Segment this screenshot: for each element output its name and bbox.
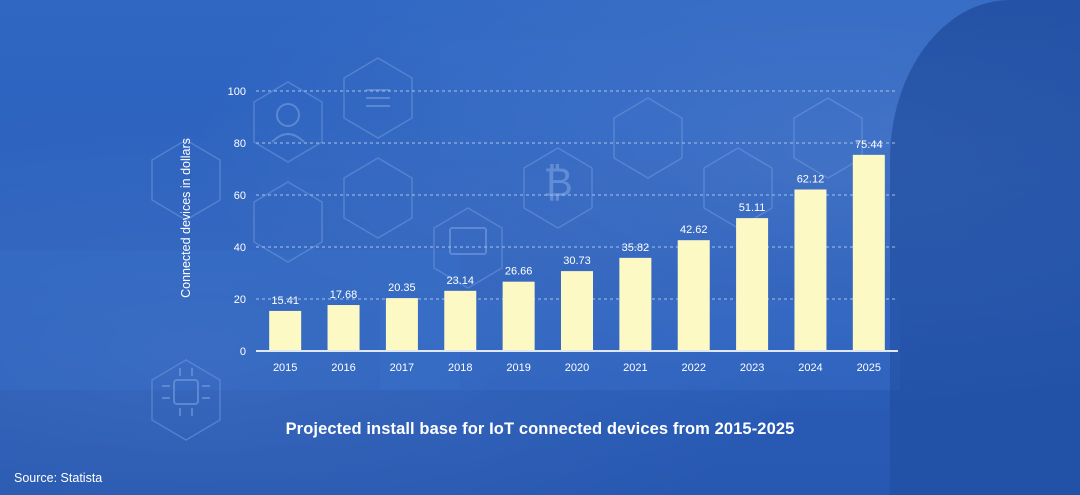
data-labels: 15.41 17.68 20.35 23.14 26.66 30.73 35.82 42.62… <box>271 139 882 307</box>
chart-title: Projected install base for IoT connected… <box>285 420 795 438</box>
bar-2017 <box>385 298 418 351</box>
bar-2023 <box>736 218 769 351</box>
person-silhouette <box>890 0 1080 495</box>
data-label-2024: 62.12 <box>797 173 825 185</box>
y-tick-label: 80 <box>234 138 246 150</box>
bar-2021 <box>619 257 652 351</box>
y-tick-label: 0 <box>240 346 246 358</box>
bar-2022 <box>677 240 710 351</box>
x-tick-label-2017: 2017 <box>390 362 414 374</box>
data-label-2021: 35.82 <box>622 242 650 254</box>
y-tick-label: 100 <box>228 86 246 98</box>
x-tick-label-2022: 2022 <box>681 362 705 374</box>
y-tick-labels: 0 20 40 60 80 100 <box>228 86 246 358</box>
data-label-2016: 17.68 <box>330 289 358 301</box>
bar-2015 <box>269 310 302 351</box>
bar-2025 <box>852 154 885 351</box>
data-label-2017: 20.35 <box>388 282 416 294</box>
data-label-2019: 26.66 <box>505 266 533 278</box>
x-tick-label-2020: 2020 <box>565 362 589 374</box>
x-tick-label-2025: 2025 <box>857 362 881 374</box>
data-label-2023: 51.11 <box>739 202 766 214</box>
x-tick-label-2016: 2016 <box>331 362 355 374</box>
data-label-2022: 42.62 <box>680 224 708 236</box>
y-tick-label: 60 <box>234 190 246 202</box>
bar-2019 <box>502 281 535 351</box>
x-tick-label-2023: 2023 <box>740 362 764 374</box>
bar-2018 <box>444 290 477 351</box>
source-note: Source: Statista <box>14 471 103 485</box>
bar-2024 <box>794 189 827 351</box>
x-tick-label-2024: 2024 <box>798 362 822 374</box>
x-tick-label-2018: 2018 <box>448 362 472 374</box>
y-tick-label: 40 <box>234 242 246 254</box>
x-tick-labels: 2015 2016 2017 2018 2019 2020 2021 2022 2023 2024… <box>273 362 881 374</box>
y-tick-label: 20 <box>234 294 246 306</box>
bars <box>269 154 885 351</box>
data-label-2020: 30.73 <box>563 255 591 267</box>
data-label-2015: 15.41 <box>271 295 299 307</box>
data-label-2025: 75.44 <box>855 139 883 151</box>
x-tick-label-2015: 2015 <box>273 362 297 374</box>
data-label-2018: 23.14 <box>447 275 475 287</box>
x-tick-label-2021: 2021 <box>623 362 647 374</box>
bar-2016 <box>327 305 360 351</box>
bar-2020 <box>561 271 593 351</box>
y-axis-label: Connected devices in dollars <box>179 138 193 298</box>
x-tick-label-2019: 2019 <box>506 362 530 374</box>
